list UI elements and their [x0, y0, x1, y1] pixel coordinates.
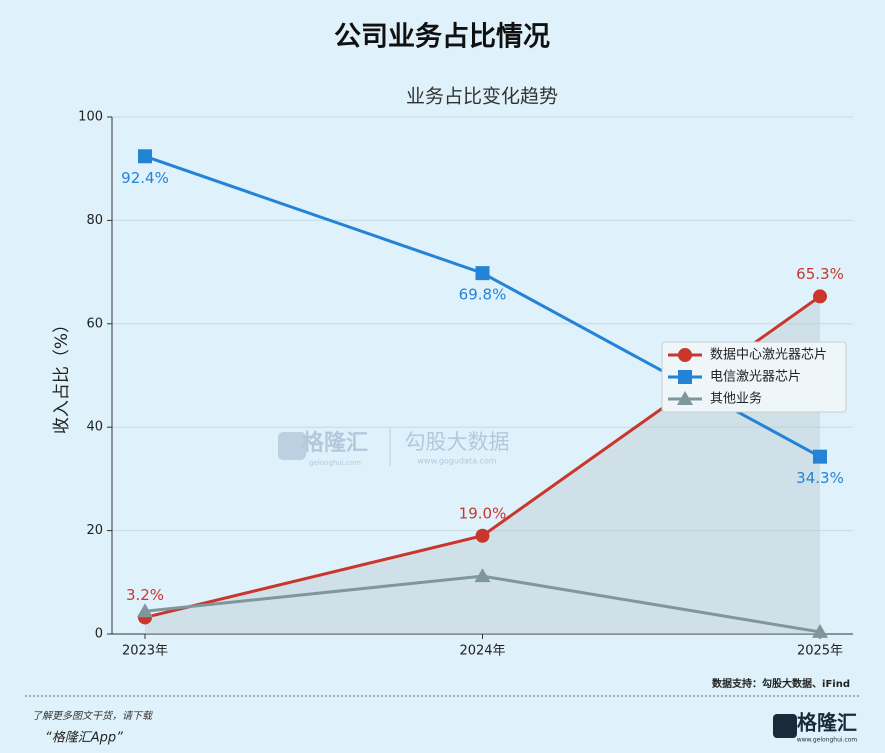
point — [678, 348, 692, 362]
watermark-icon — [278, 432, 306, 460]
logo-url: www.gelonghui.com — [797, 737, 858, 744]
watermark-brand: 格隆汇 — [302, 430, 368, 456]
y-axis-label: 收入占比（%） — [52, 316, 72, 434]
y-tick-label: 0 — [95, 627, 103, 642]
footer-app: “格隆汇App” — [45, 731, 123, 746]
x-tick-label: 2025年 — [797, 644, 843, 659]
data-label: 69.8% — [459, 286, 507, 304]
legend-label: 其他业务 — [710, 391, 762, 407]
data-label: 34.3% — [796, 469, 844, 487]
point — [475, 528, 490, 543]
y-tick-label: 20 — [86, 523, 103, 538]
point — [137, 603, 153, 618]
source: 数据支持：勾股大数据、iFind — [712, 677, 850, 690]
point — [813, 289, 827, 304]
data-label: 92.4% — [121, 169, 169, 187]
point — [474, 568, 491, 583]
legend-label: 电信激光器芯片 — [710, 370, 801, 385]
legend-box — [661, 341, 847, 413]
watermark: 格隆汇 gelonghui.com 勾股大数据 www.gogudata.com — [278, 428, 510, 467]
chart-title: 公司业务占比情况 — [334, 22, 550, 53]
point — [475, 266, 490, 281]
point — [812, 623, 828, 638]
area — [145, 296, 820, 634]
point — [813, 449, 827, 464]
x-tick-label: 2023年 — [122, 644, 168, 659]
point — [677, 391, 693, 405]
y-tick-label: 100 — [78, 110, 103, 125]
watermark-partner: 勾股大数据 — [405, 430, 510, 454]
footer-text: 了解更多图文干货，请下载 — [32, 710, 154, 722]
point — [138, 149, 152, 164]
logo-icon — [773, 714, 797, 738]
y-tick-label: 80 — [86, 213, 103, 228]
watermark-partner-url: www.gogudata.com — [417, 457, 496, 466]
legend-label: 数据中心激光器芯片 — [710, 348, 827, 363]
y-tick-label: 60 — [86, 316, 103, 331]
x-tick-label: 2024年 — [459, 644, 505, 659]
chart-subtitle: 业务占比变化趋势 — [406, 86, 558, 108]
y-tick-label: 40 — [86, 420, 103, 435]
logo-text: 格隆汇 — [797, 711, 857, 735]
watermark-url: gelonghui.com — [309, 459, 361, 467]
data-label: 65.3% — [796, 265, 844, 283]
point — [678, 370, 692, 384]
data-label: 3.2% — [126, 586, 164, 604]
data-label: 19.0% — [459, 504, 507, 522]
